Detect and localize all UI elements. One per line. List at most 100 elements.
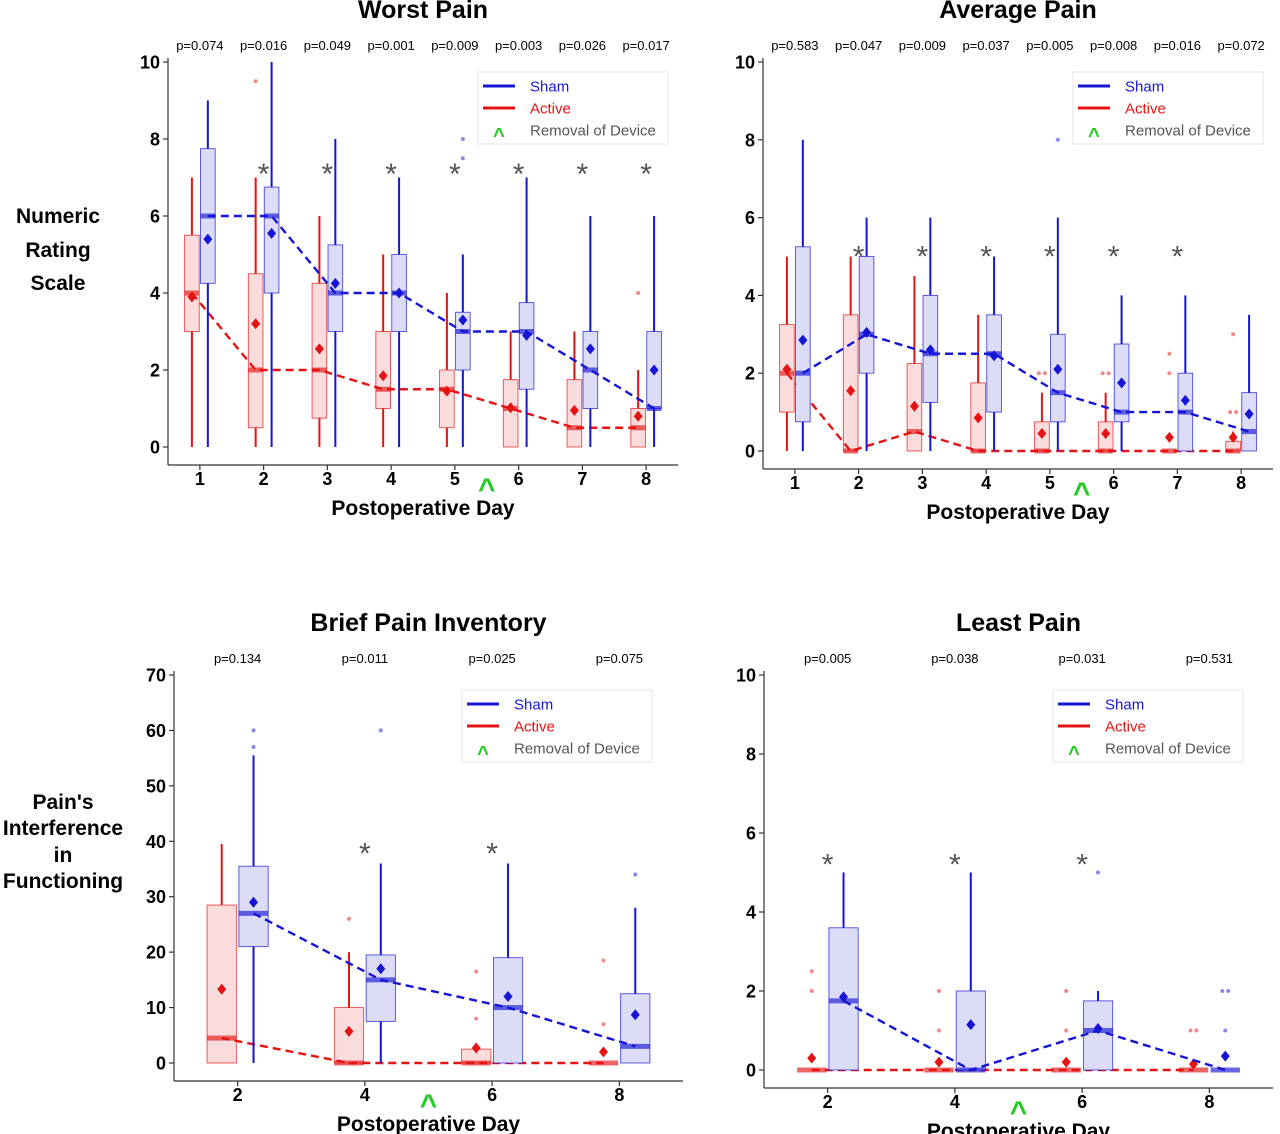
y-tick-label: 10 xyxy=(736,666,756,686)
x-tick-label: 3 xyxy=(322,469,332,489)
active-mean-marker xyxy=(1164,431,1174,443)
active-outlier xyxy=(601,958,606,963)
sham-box xyxy=(492,957,524,1064)
p-value-label: p=0.531 xyxy=(1186,651,1233,666)
x-tick-label: 2 xyxy=(823,1092,833,1112)
ylabel-numeric-rating-scale: Numeric Rating Scale xyxy=(0,200,116,301)
p-value-label: p=0.005 xyxy=(1026,38,1073,53)
removal-of-device-marker: ^ xyxy=(478,473,496,506)
x-axis-label: Postoperative Day xyxy=(927,1120,1111,1134)
legend-label-active: Active xyxy=(1105,719,1146,736)
sham-median xyxy=(583,367,598,373)
significance-star: * xyxy=(449,158,461,191)
x-tick-label: 4 xyxy=(360,1085,370,1105)
legend-label-active: Active xyxy=(1125,101,1166,118)
sham-box xyxy=(263,186,280,294)
sham-median xyxy=(1210,1067,1240,1073)
active-mean-marker xyxy=(909,400,919,412)
p-value-label: p=0.025 xyxy=(468,651,515,666)
y-tick-label: 60 xyxy=(146,721,166,741)
y-tick-label: 4 xyxy=(150,284,160,304)
sham-outlier xyxy=(251,745,256,750)
active-mean-marker xyxy=(846,385,856,397)
active-box xyxy=(502,379,519,448)
p-value-label: p=0.134 xyxy=(214,651,261,666)
y-tick-label: 10 xyxy=(735,53,755,73)
active-outlier xyxy=(1042,371,1047,376)
active-outlier xyxy=(1064,1028,1069,1033)
active-outlier xyxy=(1234,410,1239,415)
active-median xyxy=(630,425,646,431)
active-mean-marker xyxy=(378,370,388,382)
ylabel-line: Numeric xyxy=(15,205,101,228)
active-mean-marker xyxy=(1037,427,1047,439)
active-mean-marker xyxy=(569,404,579,416)
y-tick-label: 0 xyxy=(746,1061,756,1081)
p-value-label: p=0.001 xyxy=(367,38,414,53)
legend: Sham Active ^ Removal of Device xyxy=(1052,689,1244,765)
active-box xyxy=(333,1007,365,1064)
significance-star: * xyxy=(980,241,992,274)
active-mean-marker xyxy=(973,412,983,424)
active-mean-marker xyxy=(934,1056,944,1068)
active-median xyxy=(375,386,391,392)
active-outlier xyxy=(809,989,814,993)
x-tick-label: 3 xyxy=(917,473,927,493)
active-outlier xyxy=(474,969,479,974)
sham-mean-marker xyxy=(249,896,259,908)
y-tick-label: 4 xyxy=(746,903,756,923)
sham-box xyxy=(858,256,875,374)
ylabel-line: Interference xyxy=(2,817,124,841)
significance-star: * xyxy=(949,849,961,882)
active-outlier xyxy=(346,916,351,921)
active-mean-marker xyxy=(217,983,227,995)
p-value-label: p=0.049 xyxy=(304,38,351,53)
significance-star: * xyxy=(640,158,652,191)
active-outlier xyxy=(253,79,258,84)
active-outlier xyxy=(1100,371,1105,376)
active-mean-marker xyxy=(1101,427,1111,439)
sham-mean-marker xyxy=(203,233,213,245)
active-median xyxy=(461,1060,491,1066)
sham-mean-marker xyxy=(649,364,659,376)
x-tick-label: 7 xyxy=(577,469,587,489)
x-tick-label: 8 xyxy=(641,469,651,489)
significance-star: * xyxy=(322,158,334,191)
sham-mean-marker xyxy=(1180,394,1190,406)
sham-outlier xyxy=(460,156,465,161)
y-tick-label: 10 xyxy=(146,998,166,1018)
x-tick-label: 8 xyxy=(1204,1092,1214,1112)
x-tick-label: 6 xyxy=(514,469,524,489)
x-tick-label: 5 xyxy=(450,469,460,489)
y-tick-label: 50 xyxy=(146,776,166,796)
legend-swatch-removal: ^ xyxy=(493,125,505,147)
sham-box xyxy=(986,314,1002,413)
sham-box xyxy=(620,993,651,1064)
x-tick-label: 7 xyxy=(1172,473,1182,493)
x-tick-label: 8 xyxy=(614,1085,624,1105)
sham-mean-marker xyxy=(585,343,595,355)
legend-label-removal: Removal of Device xyxy=(1105,741,1231,758)
removal-of-device-marker: ^ xyxy=(420,1089,438,1122)
sham-mean-marker xyxy=(458,314,468,326)
y-tick-label: 30 xyxy=(146,887,166,907)
p-value-label: p=0.075 xyxy=(596,651,643,666)
active-median xyxy=(970,448,986,454)
legend-swatch-removal: ^ xyxy=(477,743,489,765)
sham-median-trend-line xyxy=(802,332,1250,433)
y-tick-label: 8 xyxy=(745,130,755,150)
active-outlier xyxy=(1228,410,1233,415)
x-tick-label: 4 xyxy=(981,473,991,493)
active-median xyxy=(334,1060,364,1066)
sham-median-trend-line xyxy=(207,214,655,410)
sham-outlier xyxy=(1096,870,1101,875)
panel-least-pain: Least Pain 0 2 4 6 8 10 2 4 6 8 Postoperative Day p=… xyxy=(736,609,1273,1134)
x-tick-label: 1 xyxy=(195,469,205,489)
legend-swatch-removal: ^ xyxy=(1088,125,1100,147)
x-tick-label: 6 xyxy=(1077,1092,1087,1112)
removal-of-device-marker: ^ xyxy=(1073,477,1091,510)
sham-mean-marker xyxy=(267,227,277,239)
y-tick-label: 2 xyxy=(745,364,755,384)
chart-title: Worst Pain xyxy=(358,0,488,24)
x-tick-label: 1 xyxy=(790,473,800,493)
